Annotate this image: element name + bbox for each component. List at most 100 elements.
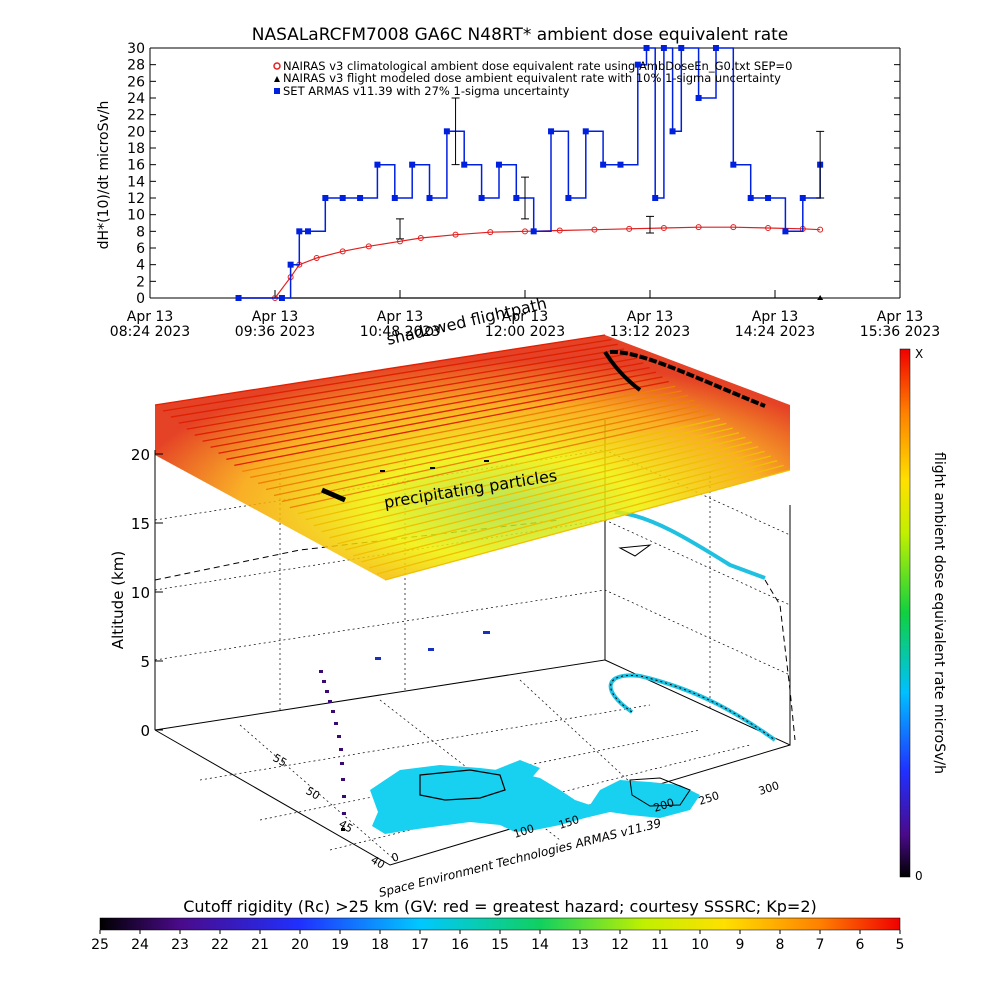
colorbar-tick-label: 9 bbox=[736, 937, 745, 953]
surface-line bbox=[170, 343, 618, 418]
series-0 bbox=[235, 224, 824, 301]
legend-label-armas: SET ARMAS v11.39 with 27% 1-sigma uncert… bbox=[283, 84, 570, 98]
surface-line bbox=[345, 446, 759, 551]
precipitating-particles-surface bbox=[154, 334, 791, 581]
data-point bbox=[643, 45, 650, 51]
lon-tick-label: 150 bbox=[557, 813, 581, 832]
error-bar bbox=[816, 130, 825, 199]
surface-line bbox=[194, 357, 638, 436]
data-point bbox=[799, 195, 806, 201]
chart-title: NASALaRCFM7008 GA6C N48RT* ambient dose … bbox=[252, 25, 789, 45]
y-tick-label: 6 bbox=[136, 241, 145, 257]
surface-line bbox=[281, 408, 708, 503]
surface-line bbox=[329, 436, 746, 539]
colorbar-tick-label: 14 bbox=[531, 937, 549, 953]
bottom-colorbar-label: Cutoff rigidity (Rc) >25 km (GV: red = g… bbox=[183, 897, 817, 916]
y-tick-label: 18 bbox=[127, 141, 145, 157]
legend-label-model: NAIRAS v3 flight modeled dose ambient eq… bbox=[283, 71, 781, 85]
colorbar-tick-label: 5 bbox=[896, 937, 905, 953]
surface-line bbox=[162, 339, 612, 412]
z-tick-label: 0 bbox=[140, 722, 150, 740]
surface-line bbox=[210, 366, 650, 448]
colorbar-tick-label: 6 bbox=[856, 937, 865, 953]
data-point bbox=[730, 161, 737, 168]
x-tick-date: Apr 13 bbox=[752, 309, 798, 325]
surface-line bbox=[384, 469, 791, 581]
x-tick-time: 12:00 2023 bbox=[485, 324, 565, 340]
surface-line bbox=[257, 394, 689, 485]
lon-tick-label: 250 bbox=[697, 789, 721, 808]
bottom-colorbar bbox=[99, 917, 901, 931]
data-point bbox=[617, 161, 624, 168]
x-tick-time: 08:24 2023 bbox=[110, 324, 190, 340]
data-point bbox=[339, 195, 346, 201]
data-point bbox=[817, 226, 824, 233]
x-tick-date: Apr 13 bbox=[127, 309, 173, 325]
surface-line bbox=[218, 371, 657, 454]
data-point bbox=[374, 161, 381, 168]
data-point bbox=[313, 255, 320, 261]
surface-line bbox=[368, 460, 778, 569]
3d-panel: precipitating particles shadowed flightp… bbox=[109, 294, 796, 900]
y-tick-label: 12 bbox=[127, 191, 145, 207]
right-colorbar-label: flight ambient dose equivalent rate micr… bbox=[931, 452, 947, 774]
data-point bbox=[357, 195, 364, 201]
series-line bbox=[238, 226, 821, 299]
data-point bbox=[278, 295, 285, 301]
x-tick-time: 15:36 2023 bbox=[860, 324, 940, 340]
z-tick-label: 10 bbox=[131, 584, 150, 602]
y-tick-label: 8 bbox=[136, 224, 145, 240]
data-point bbox=[669, 128, 676, 135]
surface-line bbox=[313, 427, 733, 527]
surface-line bbox=[376, 464, 784, 575]
top-series bbox=[235, 45, 825, 301]
data-point bbox=[600, 161, 607, 168]
x-tick-date: Apr 13 bbox=[252, 309, 298, 325]
z-tick-label: 5 bbox=[140, 653, 150, 671]
y-tick-label: 14 bbox=[127, 174, 145, 190]
lat-tick-label: 55 bbox=[271, 751, 290, 769]
error-bar bbox=[521, 176, 529, 220]
colorbar-tick-label: 16 bbox=[451, 937, 469, 953]
data-point bbox=[452, 231, 459, 238]
data-point bbox=[235, 295, 242, 301]
data-point bbox=[565, 195, 572, 201]
legend-marker-nairas bbox=[273, 62, 281, 70]
surface-fill bbox=[155, 335, 790, 580]
colorbar-tick-label: 22 bbox=[211, 937, 229, 953]
data-point bbox=[782, 228, 789, 235]
colorbar-tick-label: 11 bbox=[651, 937, 669, 953]
surface-line bbox=[337, 441, 752, 545]
legend: NAIRAS v3 climatological ambient dose eq… bbox=[273, 59, 792, 98]
colorbar-tick-label: 24 bbox=[131, 937, 149, 953]
data-point bbox=[817, 295, 824, 300]
bottom-colorbar-ticks: 25 24 23 22 21 20 19 18 17 16 15 14 13 12 11 10 9 8 7 6 5 bbox=[91, 930, 904, 953]
map-landmass bbox=[370, 760, 700, 834]
flight-path-top bbox=[603, 350, 642, 392]
z-axis: 0 5 10 15 20 bbox=[131, 446, 163, 740]
x-tick-time: 10:48 2023 bbox=[360, 324, 440, 340]
surface-line bbox=[178, 348, 625, 424]
y-tick-label: 26 bbox=[127, 74, 145, 90]
surface-line bbox=[250, 390, 682, 479]
x-tick-date: Apr 13 bbox=[377, 309, 423, 325]
data-point bbox=[478, 195, 485, 201]
data-point bbox=[339, 248, 346, 255]
colorbar-tick-label: 13 bbox=[571, 937, 589, 953]
data-point bbox=[487, 229, 494, 236]
data-point bbox=[365, 243, 372, 250]
data-point bbox=[461, 161, 468, 168]
data-point bbox=[322, 195, 329, 201]
flight-trace-descent bbox=[319, 670, 346, 831]
right-colorbar bbox=[899, 348, 911, 878]
surface-line bbox=[353, 450, 765, 557]
lat-tick-label: 50 bbox=[304, 784, 323, 802]
y-tick-label: 4 bbox=[136, 258, 145, 274]
colorbar-tick-label: 19 bbox=[331, 937, 349, 953]
data-point bbox=[548, 128, 555, 135]
data-point bbox=[582, 128, 589, 135]
lat-tick-label: 40 bbox=[369, 853, 388, 871]
surface-line bbox=[186, 352, 631, 430]
data-point bbox=[660, 45, 667, 51]
colorbar-tick-label: 21 bbox=[251, 937, 269, 953]
